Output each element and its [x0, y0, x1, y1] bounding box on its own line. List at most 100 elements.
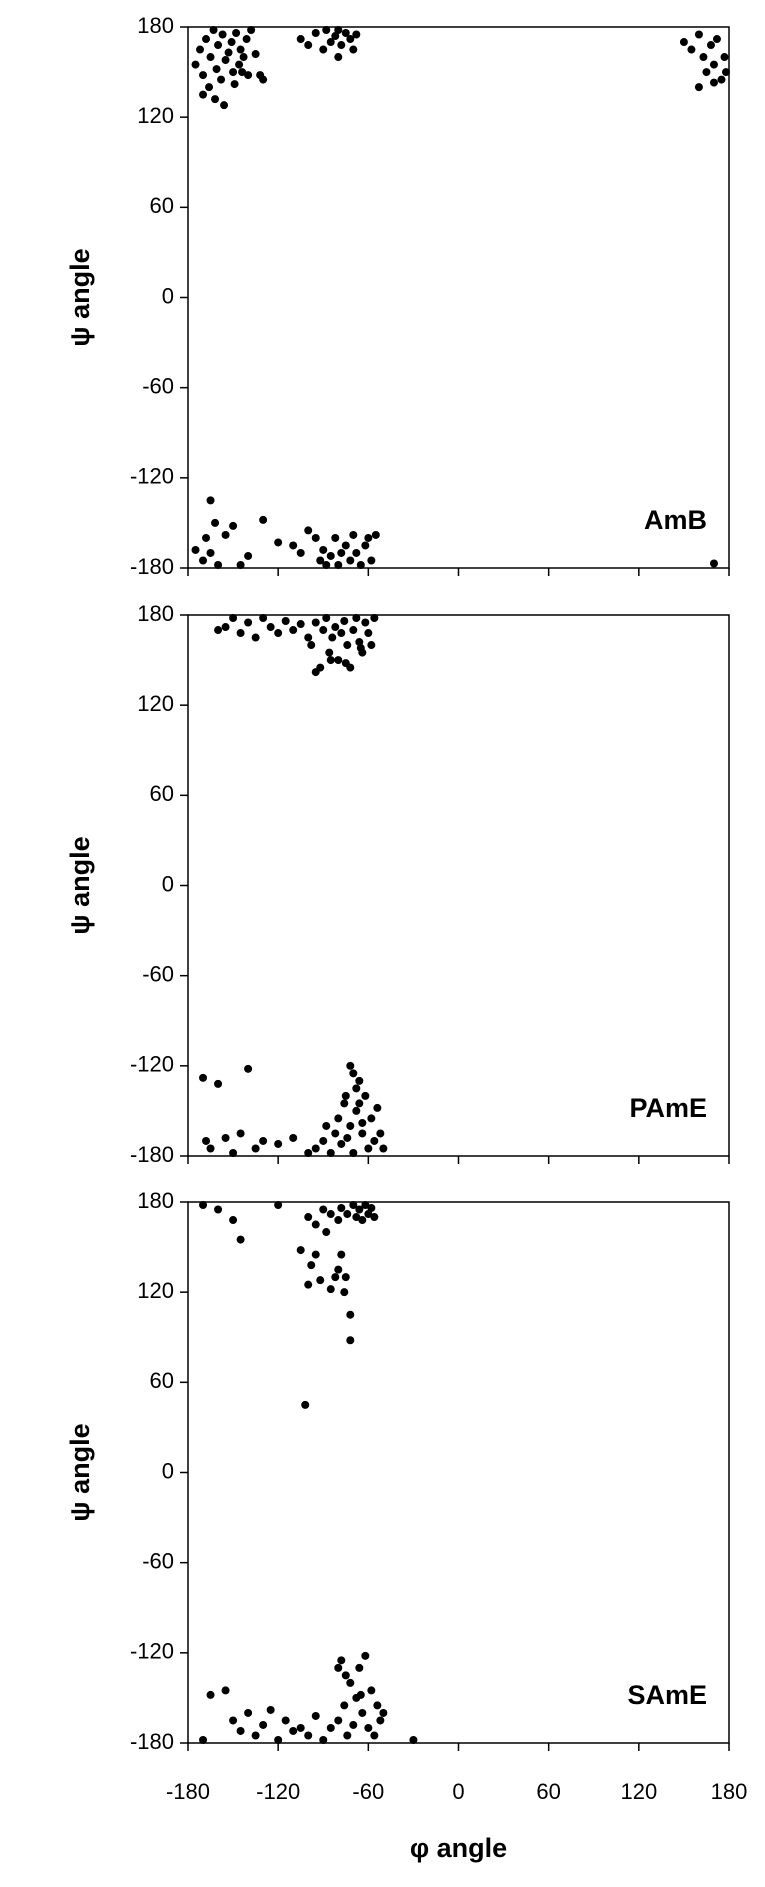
point — [343, 641, 352, 650]
point — [244, 1708, 253, 1717]
point — [289, 1133, 298, 1142]
point — [242, 35, 251, 44]
point — [331, 623, 340, 632]
point — [358, 1708, 367, 1717]
point — [266, 623, 275, 632]
point — [221, 56, 230, 65]
point — [206, 548, 215, 557]
point — [221, 530, 230, 539]
point — [304, 633, 313, 642]
point — [694, 30, 703, 39]
point — [229, 614, 238, 623]
y-tick-label: -180 — [130, 1729, 174, 1754]
point — [358, 1118, 367, 1127]
point — [334, 560, 343, 569]
point — [326, 1148, 335, 1157]
point — [326, 656, 335, 665]
point — [214, 560, 223, 569]
point — [202, 533, 211, 542]
point — [709, 60, 718, 69]
point — [199, 90, 208, 99]
point — [720, 53, 729, 62]
point — [356, 644, 365, 653]
point — [361, 1091, 370, 1100]
point — [325, 648, 334, 657]
point — [206, 496, 215, 505]
x-tick-label: -120 — [256, 1779, 300, 1804]
point — [341, 541, 350, 550]
x-tick-label: 180 — [711, 1779, 748, 1804]
plot-frame — [187, 614, 730, 1157]
point — [244, 71, 253, 80]
point — [296, 620, 305, 629]
point — [349, 45, 358, 54]
x-tick-label: 120 — [620, 1779, 657, 1804]
point — [289, 541, 298, 550]
point — [206, 1144, 215, 1153]
point — [679, 38, 688, 47]
point — [289, 1726, 298, 1735]
point — [334, 1216, 343, 1225]
point — [352, 30, 361, 39]
point — [373, 1701, 382, 1710]
point — [341, 1091, 350, 1100]
point — [322, 1121, 331, 1130]
point — [236, 1235, 245, 1244]
point — [259, 614, 268, 623]
point — [311, 1220, 320, 1229]
point — [307, 1261, 316, 1270]
y-tick-label: 180 — [137, 13, 174, 38]
y-tick-label: 180 — [137, 1188, 174, 1213]
point — [206, 53, 215, 62]
point — [232, 29, 241, 38]
point — [352, 1106, 361, 1115]
point — [364, 1144, 373, 1153]
point — [274, 1735, 283, 1744]
point — [326, 38, 335, 47]
point — [370, 1213, 379, 1222]
point — [274, 629, 283, 638]
point — [346, 1678, 355, 1687]
point — [259, 1136, 268, 1145]
point — [220, 101, 229, 110]
point — [364, 533, 373, 542]
point — [206, 1690, 215, 1699]
point — [211, 518, 220, 527]
point — [355, 1663, 364, 1672]
y-tick-label: 60 — [150, 1368, 174, 1393]
point — [364, 1723, 373, 1732]
point — [209, 26, 218, 35]
point — [361, 541, 370, 550]
point — [322, 1228, 331, 1237]
point — [199, 71, 208, 80]
point — [229, 1216, 238, 1225]
point — [334, 1265, 343, 1274]
point — [352, 1213, 361, 1222]
y-tick-label: -180 — [130, 554, 174, 579]
point — [370, 1731, 379, 1740]
point — [251, 1144, 260, 1153]
point — [191, 60, 200, 69]
point — [307, 641, 316, 650]
point — [687, 45, 696, 54]
point — [311, 29, 320, 38]
y-tick-label: -180 — [130, 1142, 174, 1167]
point — [296, 1723, 305, 1732]
point — [349, 1148, 358, 1157]
point — [373, 1103, 382, 1112]
point — [211, 95, 220, 104]
point — [199, 1735, 208, 1744]
y-axis-label: ψ angle — [65, 1423, 95, 1521]
point — [358, 1216, 367, 1225]
point — [341, 29, 350, 38]
point — [244, 618, 253, 627]
point — [238, 68, 247, 77]
point — [304, 1148, 313, 1157]
point — [328, 633, 337, 642]
point — [409, 1735, 418, 1744]
point — [346, 556, 355, 565]
point — [311, 1711, 320, 1720]
point — [322, 614, 331, 623]
y-tick-label: 0 — [162, 1458, 174, 1483]
